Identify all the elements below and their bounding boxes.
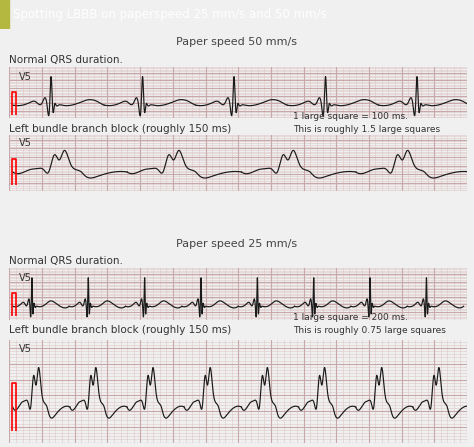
- Text: V5: V5: [18, 72, 31, 82]
- Text: V5: V5: [18, 273, 31, 283]
- Text: Left bundle branch block (roughly 150 ms): Left bundle branch block (roughly 150 ms…: [9, 325, 232, 335]
- Text: 1 large square = 100 ms.
This is roughly 1.5 large squares: 1 large square = 100 ms. This is roughly…: [293, 112, 440, 134]
- Text: Left bundle branch block (roughly 150 ms): Left bundle branch block (roughly 150 ms…: [9, 124, 232, 134]
- Text: Paper speed 25 mm/s: Paper speed 25 mm/s: [176, 239, 298, 249]
- Text: Spotting LBBB on paperspeed 25 mm/s and 50 mm/s: Spotting LBBB on paperspeed 25 mm/s and …: [13, 8, 327, 21]
- Text: Normal QRS duration.: Normal QRS duration.: [9, 257, 123, 266]
- Bar: [0, 0, 9, 29]
- Text: Normal QRS duration.: Normal QRS duration.: [9, 55, 123, 65]
- Text: V5: V5: [18, 138, 31, 148]
- Text: V5: V5: [18, 344, 31, 354]
- Text: Paper speed 50 mm/s: Paper speed 50 mm/s: [176, 38, 298, 47]
- Text: 1 large square = 200 ms.
This is roughly 0.75 large squares: 1 large square = 200 ms. This is roughly…: [293, 313, 446, 335]
